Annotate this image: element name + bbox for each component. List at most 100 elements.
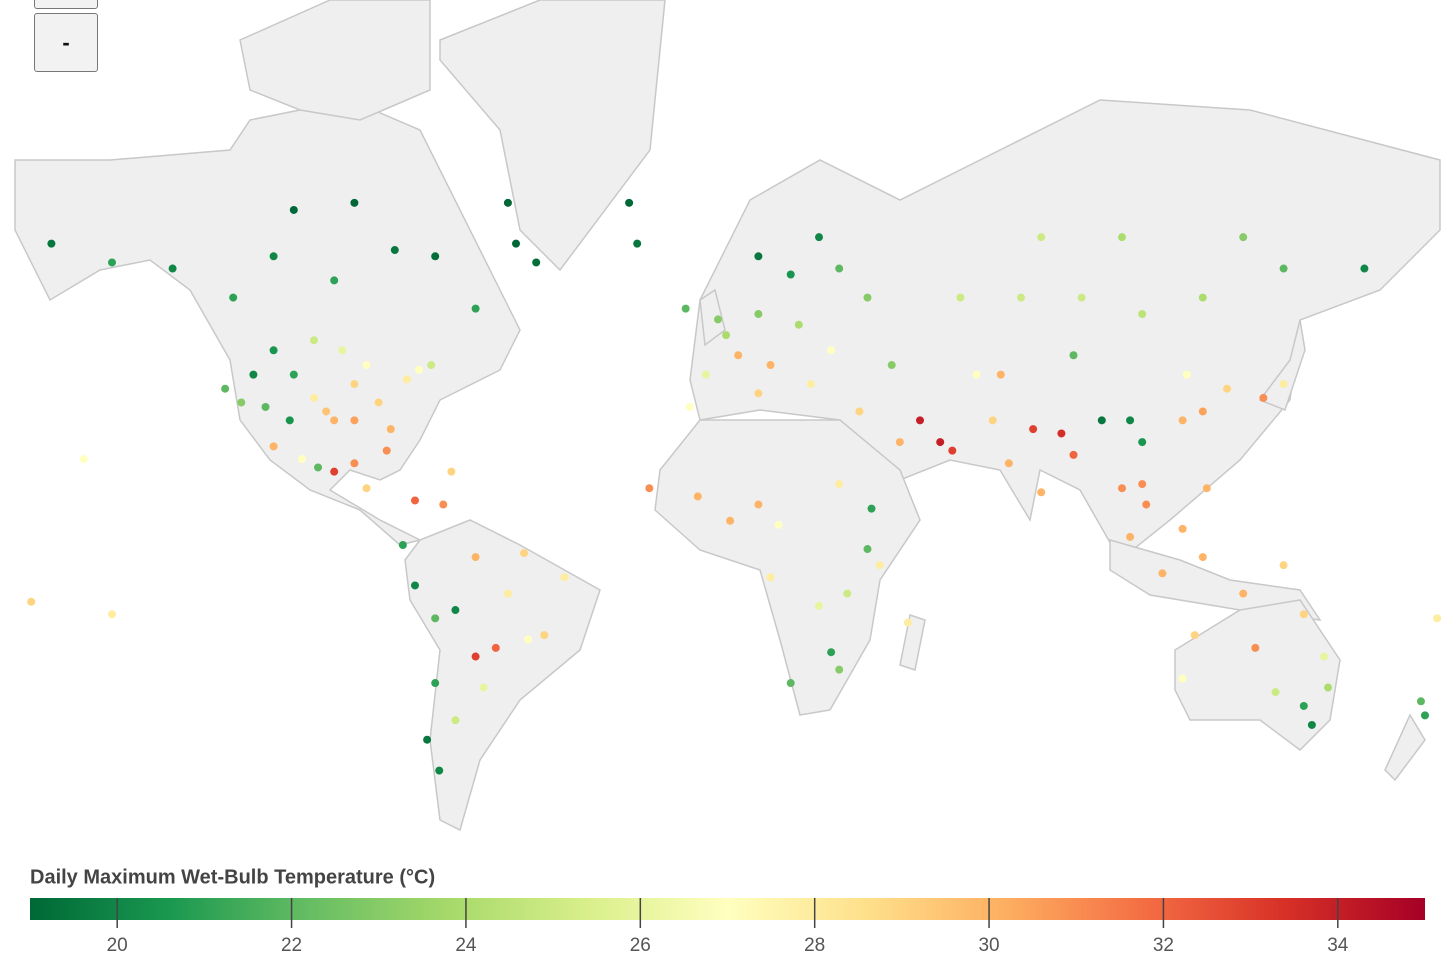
station-dot (79, 455, 88, 464)
station-dot (168, 264, 177, 273)
station-dot (625, 198, 634, 207)
station-dot (726, 516, 735, 525)
station-dot (350, 380, 359, 389)
station-dot (512, 239, 520, 248)
indonesia (1109, 539, 1322, 621)
station-dot (479, 683, 488, 692)
station-dot (503, 589, 512, 598)
station-dot (1259, 393, 1268, 402)
station-dot (835, 264, 844, 273)
station-dot (754, 500, 763, 509)
britain (699, 288, 726, 347)
station-dot (1360, 264, 1369, 273)
station-dot (1416, 697, 1425, 706)
colorbar-ticks: 20 22 24 26 28 30 32 34 (107, 898, 1349, 956)
zoom-in-button[interactable] (34, 0, 98, 9)
station-dot (855, 407, 864, 416)
station-dot (374, 398, 383, 407)
station-dot (1017, 293, 1025, 302)
madagascar (899, 614, 926, 671)
station-dot (1324, 683, 1333, 692)
station-dot (237, 398, 246, 407)
station-dot (471, 553, 480, 562)
station-dot (108, 610, 116, 619)
station-dot (1178, 674, 1187, 683)
station-dot (1320, 652, 1328, 661)
station-dot (362, 484, 371, 493)
station-dot (766, 361, 775, 370)
station-dot (1069, 450, 1078, 459)
station-dot (447, 467, 456, 476)
station-dot (1057, 429, 1066, 438)
station-dot (1037, 233, 1046, 242)
station-dot (520, 549, 529, 558)
colorbar-tick-label: 24 (455, 935, 477, 956)
station-dot (936, 438, 945, 447)
zoom-out-button[interactable]: - (34, 13, 98, 72)
colorbar-tick-label: 34 (1327, 935, 1349, 956)
station-dot (1037, 488, 1046, 497)
station-dot (948, 446, 957, 455)
station-dot (1182, 370, 1191, 379)
station-dot (633, 239, 642, 248)
station-dot (681, 304, 690, 313)
station-dot (835, 665, 844, 674)
station-dot (786, 679, 795, 688)
station-dot (390, 246, 399, 255)
station-dot (338, 346, 347, 355)
station-dot (350, 459, 359, 468)
station-dot (398, 541, 407, 549)
station-dot (322, 407, 331, 416)
colorbar-tick-label: 30 (978, 935, 999, 956)
station-dot (27, 597, 36, 606)
station-dot (427, 361, 436, 370)
station-dot (734, 351, 743, 360)
station-dot (867, 504, 876, 513)
stations (27, 198, 1442, 775)
station-dot (714, 315, 722, 324)
station-dot (1251, 643, 1260, 652)
station-dot (411, 496, 419, 505)
station-dot (1239, 589, 1248, 598)
station-dot (350, 198, 359, 207)
station-dot (1126, 416, 1135, 425)
station-dot (1421, 711, 1429, 720)
station-dot (1299, 610, 1308, 619)
station-dot (863, 293, 872, 302)
station-dot (806, 380, 815, 389)
station-dot (431, 679, 440, 688)
station-dot (815, 233, 823, 242)
station-dot (1004, 459, 1013, 468)
station-dot (221, 384, 230, 393)
new-zealand (1384, 713, 1426, 782)
station-dot (815, 601, 823, 610)
station-dot (1138, 480, 1147, 489)
station-dot (108, 258, 116, 267)
station-dot (754, 252, 763, 261)
greenland (439, 0, 666, 272)
station-dot (451, 606, 460, 615)
station-dot (766, 573, 775, 582)
station-dot (439, 500, 448, 509)
station-dot (411, 581, 419, 590)
station-dot (451, 716, 460, 725)
station-dot (524, 635, 533, 644)
station-dot (435, 766, 444, 775)
station-dot (863, 545, 872, 554)
station-dot (887, 361, 896, 370)
station-dot (827, 648, 836, 657)
colorbar-tick-label: 20 (107, 935, 128, 956)
station-dot (362, 361, 371, 370)
station-dot (540, 631, 549, 640)
north-america (14, 99, 521, 546)
colorbar-tick-label: 32 (1153, 935, 1174, 956)
station-dot (386, 425, 395, 434)
station-dot (827, 346, 836, 355)
station-dot (645, 484, 654, 493)
station-dot (754, 389, 763, 398)
station-dot (1077, 293, 1086, 302)
station-dot (1307, 720, 1316, 729)
station-dot (1271, 688, 1280, 697)
africa (654, 419, 921, 716)
